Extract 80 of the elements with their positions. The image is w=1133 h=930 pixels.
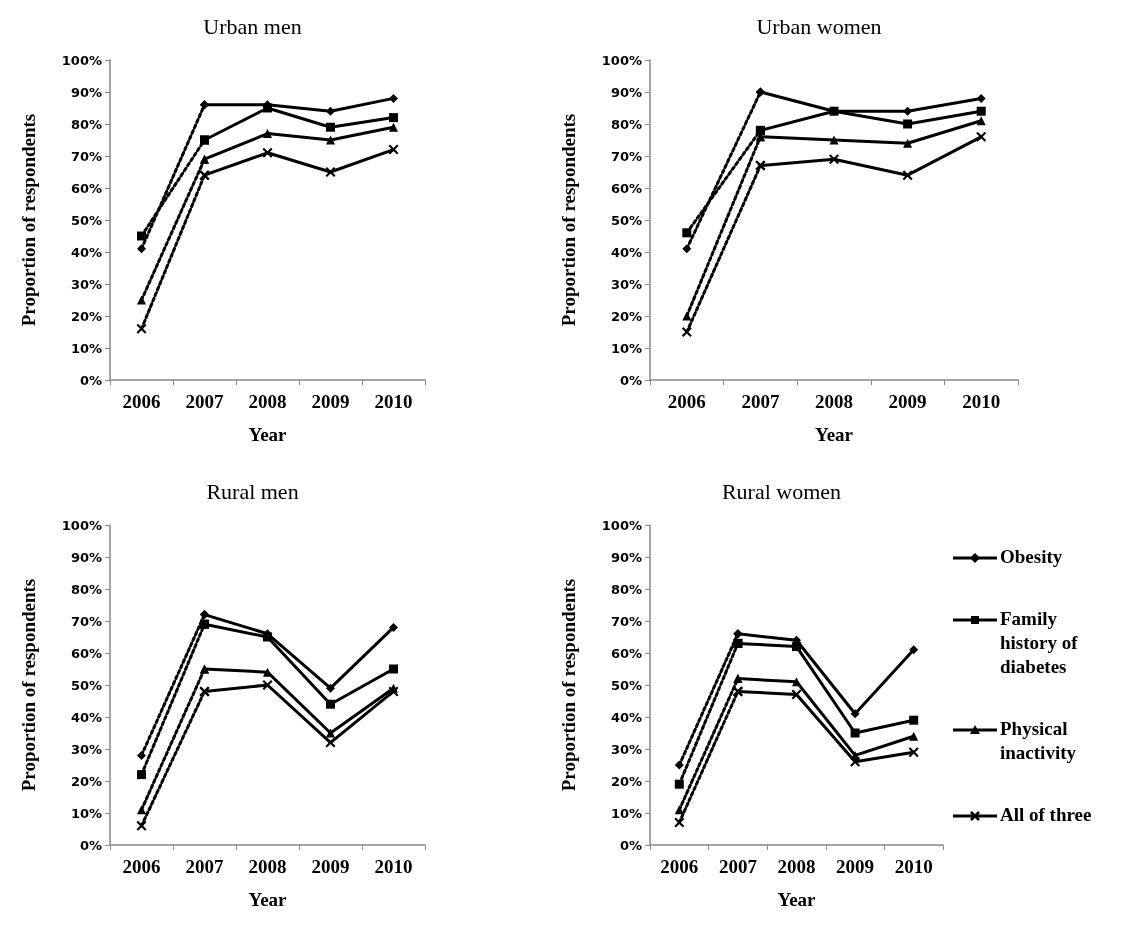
y-tick-label: 50% <box>70 677 102 693</box>
y-tick-label: 90% <box>610 84 642 100</box>
y-tick-label: 20% <box>70 773 102 789</box>
y-tick-label: 50% <box>610 212 642 228</box>
y-tick-label: 20% <box>610 308 642 324</box>
y-axis-title: Proportion of respondents <box>558 578 579 792</box>
legend-label: All of three <box>1000 803 1093 827</box>
y-tick-label: 60% <box>610 180 642 196</box>
x-axis-title: Year <box>777 889 817 910</box>
y-tick-label: 80% <box>610 581 642 597</box>
x-tick-label: 2006 <box>122 391 161 412</box>
legend-label: Physical inactivity <box>1000 717 1077 765</box>
x-tick-label: 2006 <box>122 856 161 877</box>
y-tick-label: 10% <box>610 805 642 821</box>
y-tick-label: 0% <box>619 372 642 388</box>
y-tick-label: 30% <box>610 276 642 292</box>
y-tick-label: 30% <box>610 741 642 757</box>
y-tick-label: 40% <box>70 244 102 260</box>
x-tick-label: 2008 <box>777 856 816 877</box>
y-tick-label: 60% <box>70 645 102 661</box>
x-tick-label: 2010 <box>374 856 413 877</box>
legend-label: Obesity <box>1000 545 1064 569</box>
y-tick-label: 0% <box>619 837 642 853</box>
x-tick-label: 2010 <box>374 391 413 412</box>
y-tick-label: 0% <box>79 372 102 388</box>
y-tick-label: 40% <box>70 709 102 725</box>
x-tick-label: 2006 <box>667 391 706 412</box>
x-axis-title: Year <box>248 424 288 445</box>
y-tick-label: 20% <box>70 308 102 324</box>
y-tick-label: 70% <box>610 613 642 629</box>
x-tick-label: 2010 <box>894 856 933 877</box>
x-tick-label: 2009 <box>311 391 350 412</box>
x-tick-label: 2006 <box>660 856 699 877</box>
y-tick-label: 100% <box>61 517 102 533</box>
chart-title: Rural women <box>721 478 842 504</box>
y-tick-label: 70% <box>70 613 102 629</box>
y-tick-label: 90% <box>70 84 102 100</box>
legend-label: Family history of diabetes <box>1000 607 1079 679</box>
y-tick-label: 60% <box>610 645 642 661</box>
y-tick-label: 100% <box>601 52 642 68</box>
x-tick-label: 2007 <box>185 391 224 412</box>
x-axis-title: Year <box>248 889 288 910</box>
y-tick-label: 100% <box>601 517 642 533</box>
y-tick-label: 80% <box>70 116 102 132</box>
y-tick-label: 90% <box>610 549 642 565</box>
y-tick-label: 90% <box>70 549 102 565</box>
y-tick-label: 50% <box>610 677 642 693</box>
y-tick-label: 10% <box>70 805 102 821</box>
chart-title: Urban women <box>756 13 882 39</box>
y-tick-label: 60% <box>70 180 102 196</box>
chart-title: Rural men <box>206 478 299 504</box>
y-tick-label: 50% <box>70 212 102 228</box>
x-tick-label: 2009 <box>311 856 350 877</box>
y-tick-label: 30% <box>70 276 102 292</box>
x-tick-label: 2009 <box>836 856 875 877</box>
x-axis-title: Year <box>815 424 854 445</box>
x-tick-label: 2007 <box>185 856 224 877</box>
x-tick-label: 2009 <box>888 391 927 412</box>
y-tick-label: 70% <box>70 148 102 164</box>
y-axis-title: Proportion of respondents <box>558 113 579 327</box>
x-tick-label: 2008 <box>248 856 287 877</box>
y-axis-title: Proportion of respondents <box>18 578 39 792</box>
x-tick-label: 2007 <box>741 391 780 412</box>
y-axis-title: Proportion of respondents <box>18 113 39 327</box>
y-tick-label: 80% <box>70 581 102 597</box>
chart-title: Urban men <box>203 13 302 39</box>
y-tick-label: 70% <box>610 148 642 164</box>
x-tick-label: 2007 <box>718 856 758 877</box>
x-tick-label: 2008 <box>248 391 287 412</box>
y-tick-label: 100% <box>61 52 102 68</box>
y-tick-label: 0% <box>79 837 102 853</box>
y-tick-label: 20% <box>610 773 642 789</box>
y-tick-label: 40% <box>610 244 642 260</box>
x-tick-label: 2008 <box>815 391 853 412</box>
x-tick-label: 2010 <box>962 391 1001 412</box>
y-tick-label: 80% <box>610 116 642 132</box>
y-tick-label: 30% <box>70 741 102 757</box>
y-tick-label: 10% <box>70 340 102 356</box>
y-tick-label: 10% <box>610 340 642 356</box>
y-tick-label: 40% <box>610 709 642 725</box>
